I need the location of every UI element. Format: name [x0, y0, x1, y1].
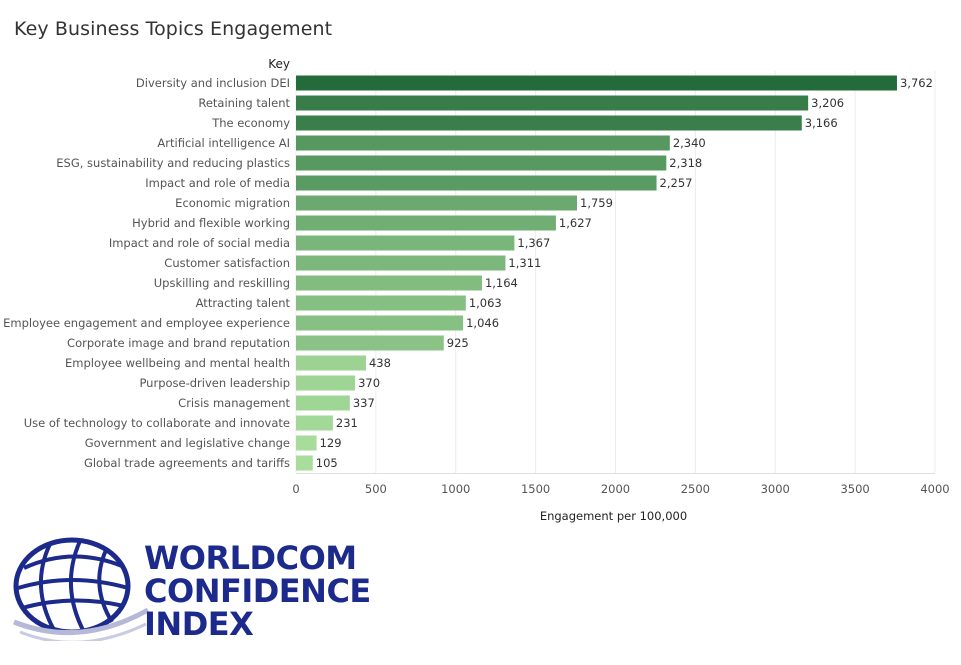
- category-label: Global trade agreements and tariffs: [84, 456, 290, 470]
- bar: [296, 315, 464, 331]
- logo-line-2: CONFIDENCE: [144, 572, 371, 610]
- bar-chart: 3,762 3,206 3,166 2,340 2,318 2,257 1,759 1,627…: [3, 57, 950, 523]
- x-axis: 0 500 1000 1500 2000 2500 3000 3500 4000 Engageme…: [292, 473, 950, 523]
- x-tick-label: 3000: [761, 482, 790, 496]
- value-label: 1,063: [469, 296, 502, 310]
- x-tick-label: 1000: [441, 482, 470, 496]
- x-tick-label: 3500: [840, 482, 869, 496]
- bar: [296, 95, 809, 111]
- value-label: 1,046: [466, 316, 499, 330]
- value-label: 231: [336, 416, 358, 430]
- category-label: Employee engagement and employee experie…: [3, 316, 290, 330]
- value-label: 3,166: [805, 116, 838, 130]
- bar: [296, 175, 657, 191]
- value-label: 1,627: [559, 216, 592, 230]
- bar: [296, 155, 667, 171]
- bar: [296, 355, 366, 371]
- x-tick-label: 2000: [601, 482, 630, 496]
- value-label: 2,340: [673, 136, 706, 150]
- bar: [296, 395, 350, 411]
- bars: 3,762 3,206 3,166 2,340 2,318 2,257 1,759 1,627…: [296, 75, 933, 471]
- value-label: 3,206: [811, 96, 844, 110]
- category-label: Artificial intelligence AI: [157, 136, 290, 150]
- x-tick-label: 2500: [681, 482, 710, 496]
- bar: [296, 215, 556, 231]
- x-tick-label: 0: [292, 482, 299, 496]
- value-label: 2,318: [669, 156, 702, 170]
- globe-icon: [13, 537, 150, 641]
- value-label: 129: [320, 436, 342, 450]
- logo-wordmark: WORLDCOM CONFIDENCE INDEX: [144, 542, 371, 641]
- category-label: Economic migration: [175, 196, 290, 210]
- x-axis-title: Engagement per 100,000: [540, 509, 687, 523]
- category-label: ESG, sustainability and reducing plastic…: [56, 156, 290, 170]
- grid: [295, 71, 936, 473]
- value-label: 2,257: [660, 176, 693, 190]
- category-label: Hybrid and flexible working: [132, 216, 290, 230]
- value-label: 1,164: [485, 276, 518, 290]
- logo-line-3: INDEX: [144, 605, 254, 643]
- bar: [296, 255, 506, 271]
- category-label: Use of technology to collaborate and inn…: [24, 416, 290, 430]
- category-label: Upskilling and reskilling: [154, 276, 290, 290]
- value-label: 1,759: [580, 196, 613, 210]
- x-tick-label: 500: [365, 482, 387, 496]
- category-labels: Key Diversity and inclusion DEI Retaining …: [3, 57, 290, 470]
- value-label: 1,367: [517, 236, 550, 250]
- bar: [296, 435, 317, 451]
- category-header: Key: [268, 57, 290, 71]
- x-tick-label: 4000: [920, 482, 949, 496]
- bar: [296, 455, 313, 471]
- bar: [296, 135, 670, 151]
- value-label: 1,311: [508, 256, 541, 270]
- category-label: Retaining talent: [198, 96, 290, 110]
- value-label: 438: [369, 356, 391, 370]
- category-label: Government and legislative change: [85, 436, 290, 450]
- category-label: Purpose-driven leadership: [139, 376, 290, 390]
- bar: [296, 195, 578, 211]
- value-label: 337: [353, 396, 375, 410]
- bar: [296, 75, 897, 91]
- category-label: Diversity and inclusion DEI: [136, 76, 290, 90]
- value-label: 105: [316, 456, 338, 470]
- bar: [296, 235, 515, 251]
- worldcom-logo: WORLDCOM CONFIDENCE INDEX: [10, 536, 371, 646]
- bar: [296, 415, 333, 431]
- category-label: Attracting talent: [196, 296, 291, 310]
- logo-line-1: WORLDCOM: [144, 539, 357, 577]
- bar: [296, 335, 444, 351]
- category-label: Corporate image and brand reputation: [67, 336, 290, 350]
- bar: [296, 275, 482, 291]
- category-label: Employee wellbeing and mental health: [65, 356, 290, 370]
- value-label: 925: [447, 336, 469, 350]
- bar: [296, 115, 802, 131]
- category-label: Impact and role of media: [145, 176, 290, 190]
- chart-title: Key Business Topics Engagement: [14, 18, 333, 40]
- category-label: Crisis management: [178, 396, 290, 410]
- category-label: Impact and role of social media: [109, 236, 290, 250]
- bar: [296, 295, 466, 311]
- category-label: Customer satisfaction: [164, 256, 290, 270]
- value-label: 370: [358, 376, 380, 390]
- value-label: 3,762: [900, 76, 933, 90]
- x-tick-label: 1500: [521, 482, 550, 496]
- bar: [296, 375, 356, 391]
- category-label: The economy: [211, 116, 290, 130]
